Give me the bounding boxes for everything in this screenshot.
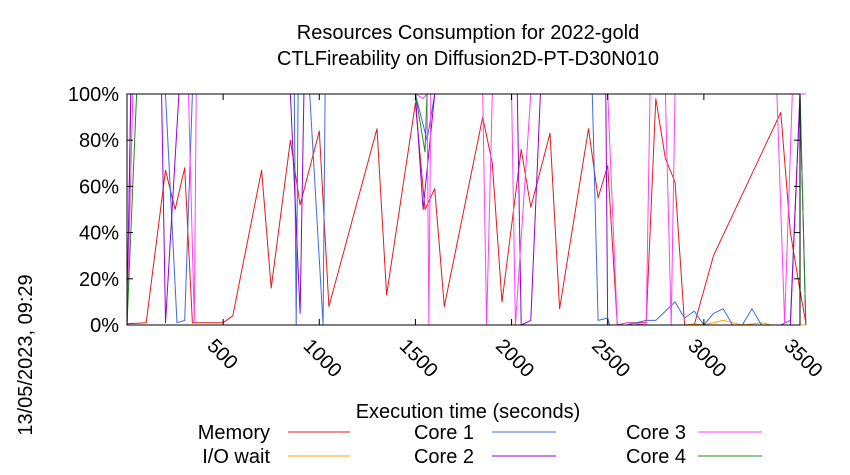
x-tick-label: 2500 [587, 335, 634, 382]
chart-subtitle: CTLFireability on Diffusion2D-PT-D30N010 [277, 48, 659, 70]
x-tick-label: 2000 [491, 335, 538, 382]
x-tick-label: 3000 [683, 335, 730, 382]
legend-label-memory: Memory [198, 422, 270, 444]
legend-label-core-3: Core 3 [626, 422, 686, 444]
plot-frame [126, 93, 801, 326]
x-axis-ticks: 500 1000 1500 2000 2500 3000 3500 [203, 94, 826, 382]
x-tick-label: 500 [203, 335, 242, 374]
y-tick-label: 0% [90, 315, 119, 337]
y-tick-label: 20% [79, 269, 119, 291]
chart-title: Resources Consumption for 2022-gold [297, 22, 639, 44]
x-tick-label: 1500 [395, 335, 442, 382]
x-tick-label: 1000 [299, 335, 346, 382]
y-tick-label: 40% [79, 223, 119, 245]
legend-label-core-1: Core 1 [414, 422, 474, 444]
plot-series [126, 93, 807, 326]
series-line-i-o-wait [127, 319, 806, 326]
series-line-memory [126, 98, 807, 326]
x-tick-label: 3500 [779, 335, 826, 382]
y-tick-label: 80% [79, 130, 119, 152]
y-tick-label: 60% [79, 176, 119, 198]
y-tick-label: 100% [68, 84, 119, 106]
x-axis-label: Execution time (seconds) [356, 401, 581, 423]
timestamp-label: 13/05/2023, 09:29 [15, 274, 37, 435]
legend-label-i-o-wait: I/O wait [202, 446, 270, 468]
legend-label-core-4: Core 4 [626, 446, 686, 468]
y-axis-ticks: 0% 20% 40% 60% 80% 100% [68, 84, 800, 337]
legend-label-core-2: Core 2 [414, 446, 474, 468]
